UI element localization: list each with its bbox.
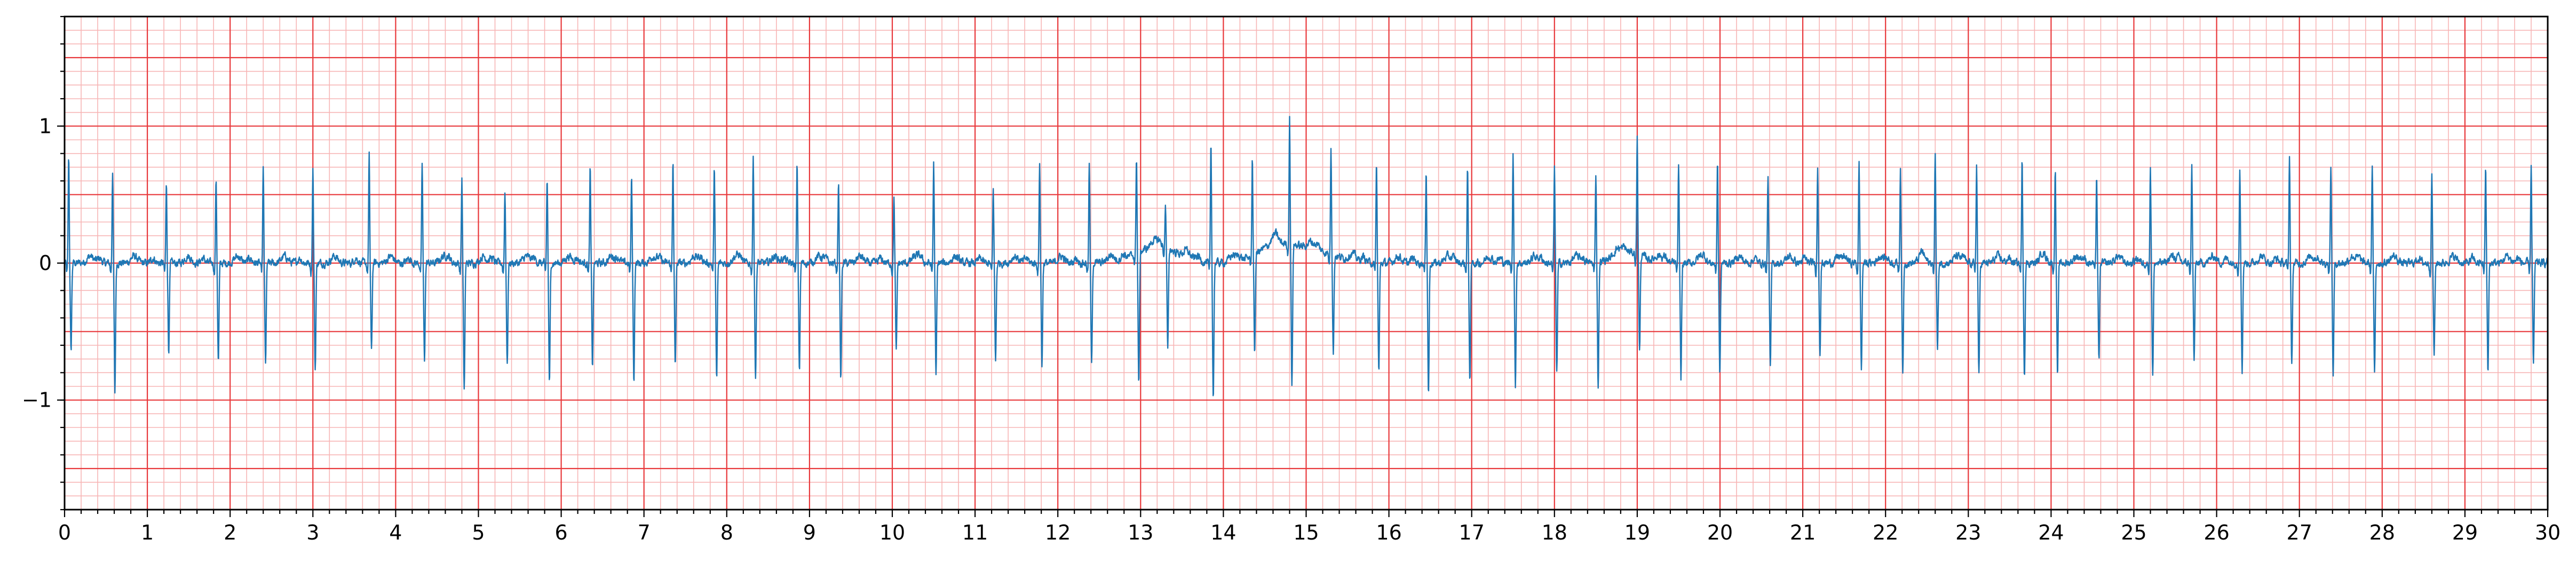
x-tick-label: 9 — [803, 521, 816, 544]
x-tick-label: 10 — [879, 521, 905, 544]
y-tick-label: 0 — [39, 251, 52, 275]
x-tick-label: 30 — [2535, 521, 2561, 544]
x-tick-label: 27 — [2287, 521, 2312, 544]
x-tick-label: 21 — [1790, 521, 1816, 544]
x-tick-label: 24 — [2038, 521, 2064, 544]
x-tick-label: 16 — [1376, 521, 1401, 544]
x-tick-label: 8 — [720, 521, 733, 544]
x-tick-label: 29 — [2452, 521, 2478, 544]
x-tick-label: 23 — [1955, 521, 1981, 544]
x-tick-label: 14 — [1210, 521, 1236, 544]
x-tick-label: 17 — [1459, 521, 1485, 544]
x-tick-label: 4 — [389, 521, 402, 544]
ecg-trace — [64, 116, 2548, 397]
x-tick-label: 22 — [1873, 521, 1898, 544]
x-tick-label: 18 — [1542, 521, 1567, 544]
x-tick-label: 15 — [1293, 521, 1319, 544]
x-tick-label: 11 — [962, 521, 988, 544]
y-tick-label: −1 — [22, 388, 52, 412]
x-tick-label: 1 — [141, 521, 154, 544]
x-tick-label: 0 — [58, 521, 71, 544]
x-tick-label: 12 — [1045, 521, 1071, 544]
x-tick-label: 26 — [2204, 521, 2229, 544]
x-tick-label: 5 — [472, 521, 485, 544]
x-tick-label: 3 — [306, 521, 319, 544]
x-tick-label: 2 — [224, 521, 236, 544]
x-tick-label: 7 — [638, 521, 651, 544]
x-axis: 0 1 2 3 4 5 6 7 8 9 10 11 12 13 14 15 16 17 18 19 20 21 22 23 24… — [58, 510, 2561, 544]
x-tick-label: 25 — [2121, 521, 2146, 544]
y-tick-label: 1 — [39, 114, 52, 138]
x-tick-label: 28 — [2369, 521, 2395, 544]
x-tick-label: 20 — [1707, 521, 1733, 544]
x-tick-label: 19 — [1624, 521, 1650, 544]
y-axis: 1 0 −1 — [22, 15, 65, 511]
x-tick-label: 6 — [555, 521, 568, 544]
x-tick-label: 13 — [1128, 521, 1153, 544]
